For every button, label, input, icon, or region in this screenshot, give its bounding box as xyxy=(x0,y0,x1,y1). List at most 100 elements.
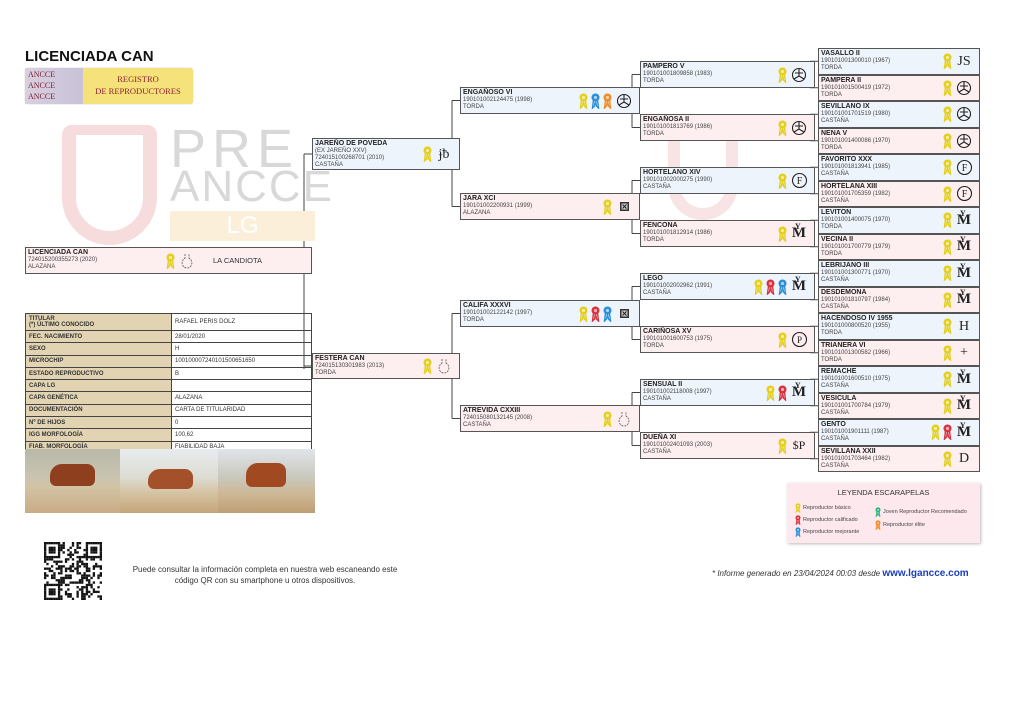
horse-registration: 190101001813941 (1985) xyxy=(821,164,891,170)
gen2-horse-card[interactable]: CALIFA XXXVI 190101002122142 (1997) TORDA xyxy=(460,300,640,327)
rosette-basico-icon xyxy=(943,159,952,176)
page-title: LICENCIADA CAN xyxy=(25,48,154,65)
gen4-horse-card[interactable]: HACENDOSO IV 1955 190101000800520 (1955) T… xyxy=(818,313,980,340)
gen4-horse-card[interactable]: HORTELANA XIII 190101001705359 (1982) CAST… xyxy=(818,180,980,207)
horse-name: LEBRIJANO III xyxy=(821,262,870,269)
gen2-horse-card[interactable]: JARA XCI 190101002200931 (1999) ALAZANA xyxy=(460,193,640,220)
gen4-horse-card[interactable]: NENA V 190101001400086 (1970) TORDA xyxy=(818,127,980,154)
rosette-basico-icon xyxy=(943,106,952,123)
legend-item: Reproductor calificado xyxy=(795,515,858,525)
horse-name: SEVILLANO IX xyxy=(821,103,870,110)
horse-coat: CASTAÑA xyxy=(315,162,343,168)
gen4-horse-card[interactable]: VECINA II 190101001700779 (1979) TORDA M Y xyxy=(818,233,980,260)
svg-text:F: F xyxy=(961,163,967,174)
rosette-elite-icon xyxy=(603,93,612,109)
info-row: DOCUMENTACIÓN CARTA DE TITULARIDAD xyxy=(25,403,312,418)
gen4-horse-card[interactable]: LEBRIJANO III 190101001300771 (1970) CASTA… xyxy=(818,260,980,287)
horse-registration: 190101001705359 (1982) xyxy=(821,190,891,197)
horse-registration: 190101002122142 (1997) xyxy=(463,310,533,316)
rosette-basico-icon xyxy=(943,80,952,96)
horse-coat: TORDA xyxy=(821,91,842,98)
info-row: MICROCHIP 100100007240101500651650 xyxy=(25,354,312,368)
legend-item: Reproductor básico xyxy=(795,503,851,513)
horse-name: ENGAÑOSA II xyxy=(643,116,690,123)
gen3-horse-card[interactable]: FENCONA 190101001812914 (1986) TORDA M Y xyxy=(640,220,815,247)
horse-registration: 190101001600510 (1975) xyxy=(821,376,891,382)
brand-circle-y-icon xyxy=(615,92,633,110)
gen3-horse-card[interactable]: LEGO 190101002002962 (1991) CASTAÑA M Y xyxy=(640,273,815,300)
horse-name: DUEÑA XI xyxy=(643,434,677,441)
gen1-horse-card[interactable]: JAREÑO DE POVEDA (EX JAREÑO XXV) 724015100… xyxy=(312,138,460,170)
rosette-basico-icon xyxy=(579,306,588,322)
horse-name: VASALLO II xyxy=(821,50,860,57)
horse-registration: 190101001813769 (1986) xyxy=(643,124,713,130)
watermark-pre: PRE xyxy=(170,119,300,179)
horse-name: HORTELANA XIII xyxy=(821,182,878,190)
legend-item: Reproductor mejorante xyxy=(795,527,859,537)
gen4-horse-card[interactable]: GENTO 190101001901111 (1987) CASTAÑA M Y xyxy=(818,419,980,446)
horse-registration: 190101000800520 (1955) xyxy=(821,323,891,329)
watermark-ancce: ANCCE xyxy=(170,162,335,211)
horse-name: SENSUAL II xyxy=(643,381,683,388)
brand-pb-circle-icon: P xyxy=(790,331,808,349)
gen4-horse-card[interactable]: FAVORITO XXX 190101001813941 (1985) CASTAÑ… xyxy=(818,154,980,181)
rosette-basico-icon xyxy=(943,292,952,308)
rosette-basico-icon xyxy=(423,146,432,162)
gen3-horse-card[interactable]: PAMPERO V 190101001809858 (1983) TORDA xyxy=(640,61,815,88)
brand-js-icon: JS xyxy=(957,53,971,69)
horse-registration: 190101001701519 (1980) xyxy=(821,111,891,117)
rosette-basico-icon xyxy=(778,173,787,189)
horse-name: VECINA II xyxy=(821,235,854,243)
gen4-horse-card[interactable]: VASALLO II 190101001300010 (1967) TORDA JS xyxy=(818,48,980,75)
gen4-horse-card[interactable]: PAMPERA II 190101001500419 (1972) TORDA xyxy=(818,74,980,101)
info-row: TITULAR (*) ÚLTIMO CONOCIDO RAFAEL PERIS D… xyxy=(25,313,312,331)
info-label: SEXO xyxy=(25,342,172,356)
horse-registration: 190101001400086 (1970) xyxy=(821,137,891,144)
info-label: ESTADO REPRODUCTIVO xyxy=(25,366,172,381)
gen3-horse-card[interactable]: ENGAÑOSA II 190101001813769 (1986) TORDA xyxy=(640,114,815,141)
info-label: DOCUMENTACIÓN xyxy=(25,403,172,418)
horse-coat: TORDA xyxy=(643,131,664,137)
svg-text:F: F xyxy=(796,176,802,187)
horse-name: LEVITON xyxy=(821,209,852,216)
rosette-calificado-icon xyxy=(943,424,952,441)
horse-name: FESTERA CAN xyxy=(315,355,365,362)
gen1-horse-card[interactable]: FESTERA CAN 724015130301983 (2013) TORDA xyxy=(312,353,460,379)
horse-registration: 190101001600753 (1975) xyxy=(643,336,713,342)
horse-coat: CASTAÑA xyxy=(821,197,849,204)
info-value xyxy=(171,379,312,393)
horse-name: REMACHE xyxy=(821,368,857,375)
watermark-lg: LG xyxy=(170,211,315,241)
gen4-horse-card[interactable]: TRIANERA VI 190101001300582 (1966) TORDA + xyxy=(818,339,980,366)
website-link[interactable]: www.lgancce.com xyxy=(882,568,969,579)
gen4-horse-card[interactable]: DESDEMONA 190101001810797 (1984) CASTAÑA M Y xyxy=(818,286,980,313)
brand-h-c-icon: H xyxy=(958,318,970,334)
subject-horse-card[interactable]: LICENCIADA CAN 724015200355273 (2020) ALAZ… xyxy=(25,247,312,274)
gen3-horse-card[interactable]: SENSUAL II 190101002118008 (1997) CASTAÑA M… xyxy=(640,379,815,406)
gen3-horse-card[interactable]: DUEÑA XI 190101002401093 (2003) CASTAÑA $P xyxy=(640,432,815,459)
horse-registration: 190101001300771 (1970) xyxy=(821,270,891,276)
qr-code[interactable] xyxy=(44,542,102,600)
rosette-basico-icon xyxy=(943,345,952,361)
brand-circle-y-icon xyxy=(955,79,973,97)
rosette-calificado-icon xyxy=(766,279,775,295)
gen2-horse-card[interactable]: ENGAÑOSO VI 190101002124475 (1998) TORDA xyxy=(460,87,640,114)
rosette-mejorante-icon xyxy=(591,93,600,109)
brand-circle-y-icon xyxy=(790,119,808,137)
legend-item: Joven Reproductor Recomendado xyxy=(875,507,967,517)
gen3-horse-card[interactable]: CARIÑOSA XV 190101001600753 (1975) TORDA P xyxy=(640,326,815,353)
gen4-horse-card[interactable]: VESICULA 190101001700784 (1979) CASTAÑA M Y xyxy=(818,392,980,419)
gen4-horse-card[interactable]: REMACHE 190101001600510 (1975) CASTAÑA M Y xyxy=(818,366,980,393)
gen4-horse-card[interactable]: SEVILLANO IX 190101001701519 (1980) CASTAÑ… xyxy=(818,101,980,128)
brand-vase-icon xyxy=(615,410,633,428)
horse-registration: 190101001810797 (1984) xyxy=(821,296,891,303)
gen4-horse-card[interactable]: LEVITON 190101001400075 (1970) TORDA M Y xyxy=(818,207,980,234)
gen4-horse-card[interactable]: SEVILLANA XXII 190101001703464 (1982) CAST… xyxy=(818,445,980,472)
gen2-horse-card[interactable]: ATREVIDA CXXIII 724015080132145 (2008) CAS… xyxy=(460,405,640,432)
gen3-horse-card[interactable]: HORTELANO XIV 190101002000275 (1990) CASTA… xyxy=(640,167,815,194)
horse-name: VESICULA xyxy=(821,394,857,402)
rosette-elite-icon xyxy=(875,520,881,530)
